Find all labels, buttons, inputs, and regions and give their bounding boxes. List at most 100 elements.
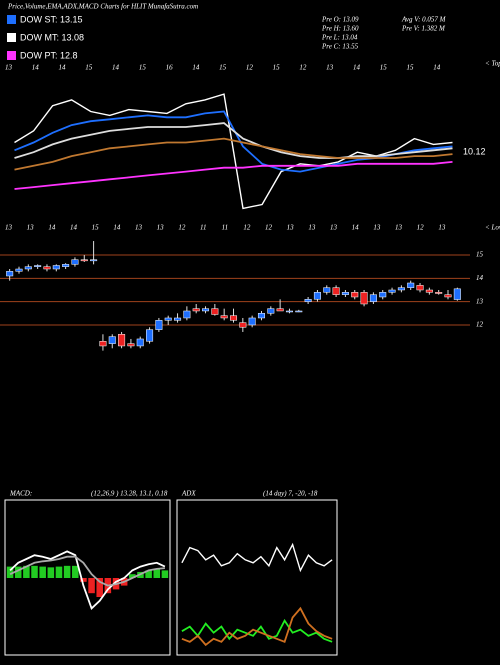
date-label: 14: [112, 64, 120, 72]
legend-label: DOW PT: 12.8: [20, 50, 78, 60]
legend-swatch: [7, 51, 16, 60]
candle-body: [369, 294, 377, 302]
histogram-bar: [31, 565, 38, 578]
panel-params: (14 day) 7, -20, -18: [263, 490, 318, 498]
histogram-bar: [72, 565, 79, 578]
annotation: 10.12: [463, 146, 486, 156]
histogram-bar: [88, 578, 95, 594]
date-label: 11: [222, 224, 228, 232]
histogram-bar: [129, 574, 136, 578]
candle-body: [239, 322, 247, 328]
date-label: 14: [48, 224, 56, 232]
date-label: 14: [353, 64, 361, 72]
y-tick-label: 12: [476, 321, 484, 329]
candle-body: [351, 292, 359, 298]
histogram-bar: [145, 570, 152, 578]
date-label: 12: [299, 64, 307, 72]
candle-body: [257, 313, 265, 319]
date-label: 15: [85, 64, 93, 72]
adx-frame: [176, 499, 338, 656]
date-label: 16: [166, 64, 174, 72]
candle-body: [6, 271, 14, 277]
date-label: 13: [27, 224, 34, 232]
date-label: 13: [395, 224, 403, 232]
candle-body: [276, 308, 284, 312]
series-line: [9, 555, 165, 587]
date-label: 15: [273, 64, 281, 72]
candle-body: [388, 289, 396, 293]
date-label: 14: [352, 224, 360, 232]
y-tick-label: 15: [476, 251, 484, 259]
legend-swatch: [7, 33, 16, 42]
candle-body: [267, 308, 275, 314]
candle-body: [416, 285, 424, 291]
annotation: < Lows: [485, 224, 500, 232]
date-label: 13: [287, 224, 295, 232]
date-label: 12: [243, 224, 251, 232]
candle-body: [341, 292, 349, 295]
histogram-bar: [96, 578, 103, 597]
candle-body: [80, 259, 88, 262]
date-label: 13: [438, 224, 446, 232]
stat: Pre H: 13.60: [321, 25, 359, 33]
date-label: 14: [192, 64, 200, 72]
histogram-bar: [14, 566, 22, 578]
legend-swatch: [7, 15, 16, 24]
panel-params: (12,26,9 ) 13.28, 13.1, 0.18: [91, 490, 168, 498]
candle-body: [99, 341, 107, 347]
macd-frame: [4, 499, 171, 656]
date-label: 15: [92, 224, 100, 232]
panel-label: MACD:: [9, 490, 32, 498]
series-line: [181, 606, 333, 647]
histogram-bar: [6, 566, 14, 578]
candle-body: [220, 315, 228, 319]
histogram-bar: [161, 570, 169, 578]
candle-body: [164, 317, 172, 321]
candle-body: [52, 265, 60, 270]
date-label: 13: [330, 224, 338, 232]
page-title: Price,Volume,EMA,ADX,MACD Charts for HLI…: [7, 3, 198, 11]
series-line: [14, 122, 453, 159]
candle-body: [407, 282, 415, 288]
legend-label: DOW MT: 13.08: [20, 32, 84, 42]
series-line: [14, 137, 453, 171]
candle-body: [285, 310, 293, 313]
candle-body: [183, 310, 191, 319]
candle-body: [304, 299, 312, 302]
candle-body: [332, 287, 340, 295]
date-label: 15: [219, 64, 227, 72]
candle-body: [202, 308, 210, 312]
series-line: [9, 550, 166, 610]
candle-body: [174, 317, 182, 321]
candle-body: [229, 315, 238, 321]
date-label: 13: [5, 64, 13, 72]
stat: Avg V: 0.057 M: [401, 16, 447, 24]
candle-body: [248, 317, 256, 326]
candle-body: [146, 329, 154, 342]
date-label: 14: [59, 64, 67, 72]
date-label: 14: [32, 64, 40, 72]
candle-body: [62, 264, 70, 267]
date-label: 13: [135, 224, 143, 232]
date-label: 13: [326, 64, 334, 72]
candle-body: [136, 338, 144, 347]
candle-body: [127, 343, 135, 347]
date-label: 14: [433, 64, 441, 72]
stat: Pre V: 1.382 M: [401, 25, 446, 33]
candle-body: [425, 289, 433, 293]
histogram-bar: [23, 565, 30, 578]
candle-body: [444, 294, 452, 298]
histogram-bar: [55, 566, 63, 578]
legend-label: DOW ST: 13.15: [20, 14, 83, 24]
stat: Pre O: 13.09: [321, 16, 359, 24]
date-label: 12: [246, 64, 254, 72]
candle-body: [108, 336, 116, 344]
candle-body: [397, 287, 405, 291]
candle-body: [71, 259, 79, 265]
histogram-bar: [153, 568, 161, 578]
candle-body: [379, 292, 387, 298]
date-label: 11: [200, 224, 206, 232]
candle-body: [435, 292, 443, 294]
annotation: < Tops: [485, 60, 500, 68]
